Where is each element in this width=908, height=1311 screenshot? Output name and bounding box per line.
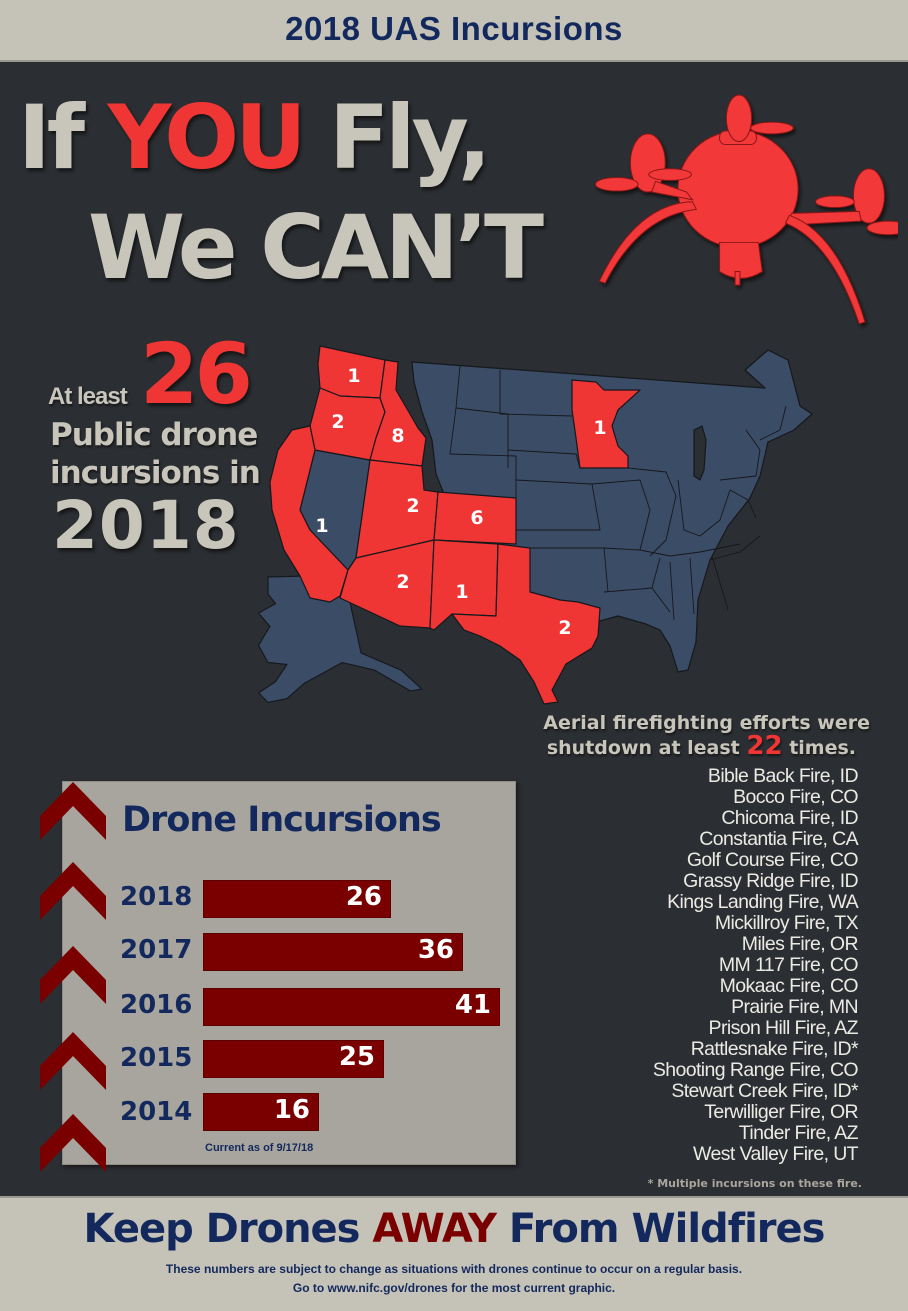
map-label-az: 2: [396, 571, 409, 593]
chart-category-label: 2014: [120, 1097, 193, 1127]
headline-you: YOU: [107, 86, 307, 189]
aerial-shutdown-count: 22: [746, 731, 783, 761]
fire-list-item: Bocco Fire, CO: [733, 786, 858, 808]
chart-bar: 41: [203, 988, 500, 1026]
map-state-mn: [571, 379, 641, 469]
drone-icon: [594, 94, 898, 325]
map-label-id: 8: [391, 425, 404, 447]
aerial-line-2: shutdown at least 22 times.: [480, 733, 870, 760]
map-label-co: 6: [470, 507, 483, 529]
fire-list-item: Terwilliger Fire, OR: [704, 1101, 858, 1123]
map-state-co: [433, 491, 517, 545]
map-label-ut: 2: [406, 495, 419, 517]
chart-bar-value: 26: [345, 882, 382, 912]
aerial-line-2-suffix: times.: [782, 737, 856, 759]
fire-list-item: Rattlesnake Fire, ID*: [690, 1038, 859, 1060]
stat-count: 26: [140, 325, 253, 423]
chart-bar: 16: [203, 1093, 319, 1131]
map-label-wa: 1: [347, 365, 360, 387]
stat-prefix: At least: [48, 383, 128, 410]
slogan-part-1: Keep Drones: [83, 1206, 373, 1252]
fire-list-item: Prison Hill Fire, AZ: [708, 1017, 859, 1039]
stat-line-1: Public drone: [50, 417, 258, 453]
slogan-away: AWAY: [372, 1206, 497, 1252]
top-banner: 2018 UAS Incursions: [0, 0, 908, 62]
chart-bar-value: 25: [338, 1042, 375, 1072]
chevron-up-icon: [40, 1032, 106, 1090]
stat-block: At least 26 Public drone incursions in 2…: [0, 325, 300, 565]
chart-title: Drone Incursions: [122, 800, 442, 840]
disclaimer-line-1: These numbers are subject to change as s…: [165, 1262, 743, 1276]
chevron-up-icon: [40, 946, 106, 1004]
chart-note: Current as of 9/17/18: [205, 1142, 314, 1154]
chart-bar-value: 16: [273, 1095, 310, 1125]
fire-list-item: Bible Back Fire, ID: [707, 765, 859, 787]
headline-line-2: We CAN’T: [88, 196, 544, 299]
chart-bar: 36: [203, 933, 463, 971]
map-state-id: [369, 359, 427, 467]
chart-category-label: 2018: [120, 882, 193, 912]
disclaimer-line-2: Go to www.nifc.gov/drones for the most c…: [292, 1281, 616, 1295]
fire-list-item: Mickillroy Fire, TX: [714, 912, 859, 934]
headline-line-1: If YOU Fly,: [18, 86, 491, 189]
aerial-shutdown-text: Aerial firefighting efforts were shutdow…: [480, 712, 870, 760]
map-label-mn: 1: [593, 417, 606, 439]
chart-category-label: 2017: [120, 935, 193, 965]
chevron-up-icon: [40, 782, 106, 840]
map-state-ca: [269, 425, 349, 603]
fire-list-item: Miles Fire, OR: [741, 933, 859, 955]
fire-list-item: Constantia Fire, CA: [699, 828, 858, 850]
fire-list-item: West Valley Fire, UT: [693, 1143, 859, 1165]
fire-list-item: Kings Landing Fire, WA: [667, 891, 859, 913]
map-state-tx: [451, 543, 601, 705]
map-label-or: 2: [331, 411, 344, 433]
aerial-line-1: Aerial firefighting efforts were: [543, 712, 870, 734]
chart-bar-value: 36: [417, 935, 454, 965]
map-lake-michigan: [693, 425, 707, 481]
fire-list-item: Chicoma Fire, ID: [721, 807, 858, 829]
fire-list-item: Tinder Fire, AZ: [738, 1122, 859, 1144]
fire-list-item: Stewart Creek Fire, ID*: [671, 1080, 858, 1102]
page-title: 2018 UAS Incursions: [285, 10, 623, 47]
fire-list-item: Shooting Range Fire, CO: [652, 1059, 859, 1081]
chart-bar: 26: [203, 880, 391, 918]
fire-list-item: Golf Course Fire, CO: [686, 849, 859, 871]
map-label-nm: 1: [455, 581, 468, 603]
map-label-tx: 2: [558, 617, 571, 639]
chart-category-label: 2015: [120, 1043, 193, 1073]
headline-fly: Fly,: [302, 86, 491, 189]
fire-list-item: Prairie Fire, MN: [731, 996, 859, 1018]
us-map: 1 2 8 1 2 6 2 1 2 1: [257, 345, 813, 705]
fire-list-item: Mokaac Fire, CO: [719, 975, 859, 997]
fire-list: Bible Back Fire, ID Bocco Fire, CO Chico…: [560, 765, 859, 1165]
stat-line-2: incursions in: [50, 455, 261, 491]
fire-list-item: Grassy Ridge Fire, ID: [683, 870, 858, 892]
headline-if: If: [18, 86, 108, 189]
fire-list-item: MM 117 Fire, CO: [718, 954, 859, 976]
chart-category-label: 2016: [120, 990, 193, 1020]
bottom-banner: [0, 1196, 908, 1311]
map-label-ca: 1: [315, 515, 328, 537]
slogan-part-2: From Wildfires: [495, 1206, 826, 1252]
chevron-up-icon: [40, 862, 106, 920]
fire-list-footnote: * Multiple incursions on these fire.: [647, 1177, 862, 1190]
chevron-up-icon: [40, 1114, 106, 1172]
stat-year: 2018: [52, 487, 240, 564]
aerial-line-2-prefix: shutdown at least: [546, 737, 747, 759]
map-state-ak: [257, 574, 423, 703]
chart-bar: 25: [203, 1040, 384, 1078]
chart-bar-value: 41: [454, 990, 491, 1020]
slogan: Keep Drones AWAY From Wildfires: [0, 1206, 908, 1252]
